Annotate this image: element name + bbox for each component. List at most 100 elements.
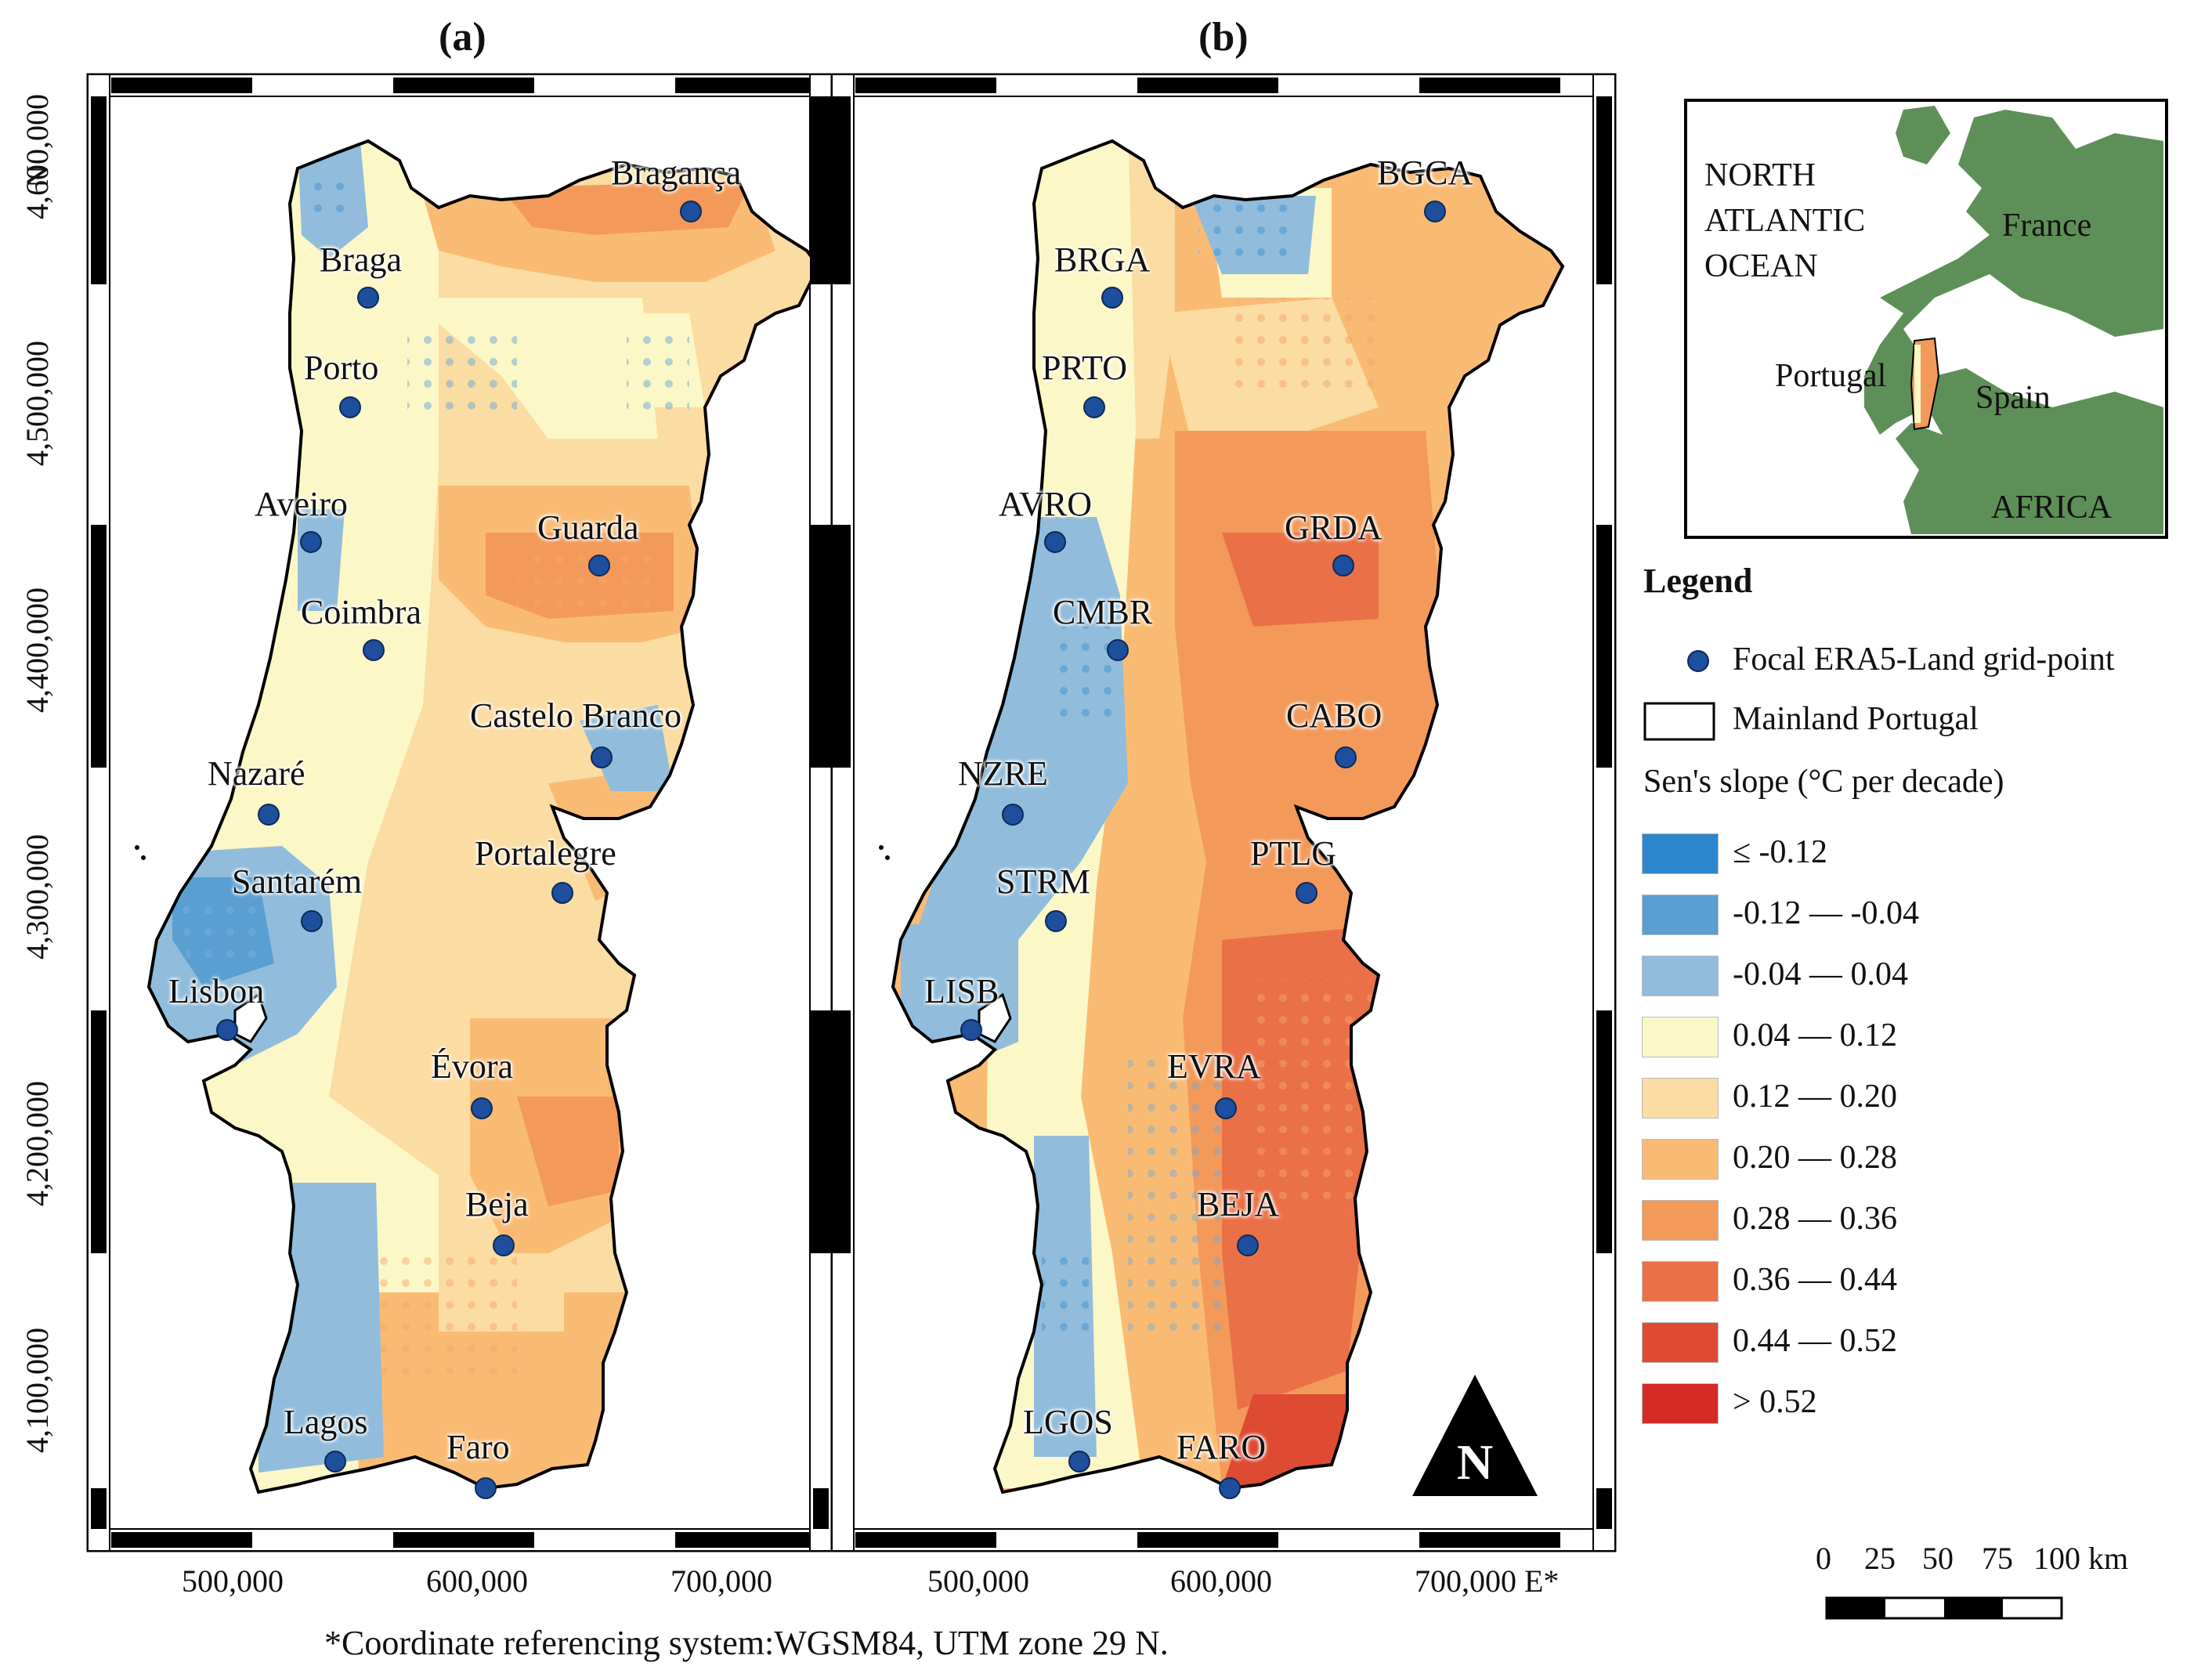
legend-swatch-class-1 — [1642, 833, 1719, 874]
city-label-bgca: BGCA — [1377, 154, 1473, 192]
y-tick-4500000: 4,500,000 — [20, 341, 55, 466]
focal-point-nzre — [1002, 804, 1024, 826]
focal-point-faro — [475, 1477, 497, 1499]
focal-point-braganca — [680, 201, 702, 222]
scalebar-label-50: 50 — [1922, 1541, 1954, 1576]
north-arrow-label: N — [1457, 1434, 1494, 1490]
x-tick-b-500000: 500,000 — [927, 1563, 1029, 1599]
focal-point-strm — [1045, 910, 1067, 932]
legend-swatch-class-5 — [1642, 1078, 1719, 1119]
legend-class-label-3: -0.04 — 0.04 — [1733, 956, 1908, 992]
focal-point-nazare — [258, 804, 280, 826]
legend-class-label-8: 0.36 — 0.44 — [1733, 1262, 1897, 1298]
north-arrow — [1412, 1375, 1538, 1496]
city-label-beja: Beja — [465, 1185, 529, 1223]
inset-ocean-line1: NORTH — [1704, 157, 1816, 193]
focal-point-faro-b — [1219, 1477, 1241, 1499]
focal-point-coimbra — [363, 639, 385, 661]
legend-scale-title: Sen's slope (°C per decade) — [1643, 764, 2004, 800]
city-label-brga: BRGA — [1054, 240, 1151, 279]
legend-swatch-class-2 — [1642, 895, 1719, 935]
focal-point-braga — [357, 287, 379, 309]
legend-point-label: Focal ERA5-Land grid-point — [1733, 642, 2115, 678]
city-label-nazare: Nazaré — [208, 754, 305, 793]
city-label-santarem: Santarém — [232, 862, 363, 901]
focal-point-evra — [1215, 1097, 1237, 1119]
y-tick-4200000: 4,200,000 — [20, 1081, 55, 1206]
legend-swatch-class-9 — [1642, 1322, 1719, 1363]
focal-point-beja-b — [1237, 1234, 1259, 1256]
legend-class-label-9: 0.44 — 0.52 — [1733, 1323, 1897, 1359]
city-label-lgos: LGOS — [1023, 1403, 1113, 1441]
city-label-nzre: NZRE — [958, 754, 1048, 793]
city-label-coimbra: Coimbra — [301, 593, 421, 631]
focal-point-bgca — [1424, 201, 1446, 222]
city-label-prto: PRTO — [1042, 349, 1128, 387]
inset-map — [1684, 99, 2168, 539]
scalebar-label-100: 100 km — [2033, 1541, 2129, 1576]
legend-swatch-class-6 — [1642, 1139, 1719, 1180]
legend-outline-label: Mainland Portugal — [1733, 701, 1979, 737]
focal-point-aveiro — [300, 531, 322, 553]
city-label-evora: Évora — [431, 1047, 514, 1086]
legend-class-label-10: > 0.52 — [1733, 1384, 1817, 1420]
panel-b-title: (b) — [1198, 15, 1249, 60]
legend-title: Legend — [1643, 562, 1753, 600]
legend-swatch-class-10 — [1642, 1383, 1719, 1424]
focal-point-cmbr — [1107, 639, 1129, 661]
city-label-aveiro: Aveiro — [255, 485, 348, 523]
city-label-grda: GRDA — [1285, 508, 1382, 547]
scalebar-label-25: 25 — [1864, 1541, 1896, 1576]
city-label-evra: EVRA — [1167, 1047, 1261, 1086]
city-label-lisbon: Lisbon — [168, 972, 265, 1010]
focal-point-avro — [1044, 531, 1066, 553]
crs-footnote: *Coordinate referencing system:WGSM84, U… — [324, 1624, 1169, 1662]
x-tick-a-500000: 500,000 — [182, 1563, 284, 1599]
legend-swatch-class-7 — [1642, 1200, 1719, 1241]
y-axis-north-label: N — [20, 165, 55, 188]
focal-point-santarem — [301, 910, 323, 932]
focal-point-evora — [471, 1097, 493, 1119]
city-label-faro-b: FARO — [1176, 1428, 1267, 1466]
focal-point-cabo — [1335, 746, 1357, 768]
city-label-castelo-branco: Castelo Branco — [470, 696, 682, 735]
scalebar-label-75: 75 — [1982, 1541, 2013, 1576]
x-tick-b-700000: 700,000 E* — [1415, 1563, 1560, 1599]
focal-point-castelo-branco — [591, 746, 613, 768]
city-label-portalegre: Portalegre — [475, 834, 616, 873]
city-label-avro: AVRO — [999, 485, 1093, 523]
city-label-braga: Braga — [320, 240, 403, 279]
x-tick-a-700000: 700,000 — [670, 1563, 772, 1599]
city-label-cmbr: CMBR — [1053, 593, 1153, 631]
focal-point-guarda — [588, 555, 610, 576]
inset-label-france: France — [2002, 208, 2092, 244]
focal-point-portalegre — [551, 882, 573, 904]
focal-point-lagos — [324, 1451, 346, 1473]
x-tick-b-600000: 600,000 — [1170, 1563, 1272, 1599]
scale-bar — [1825, 1596, 2063, 1620]
legend-class-label-6: 0.20 — 0.28 — [1733, 1140, 1897, 1176]
x-tick-a-600000: 600,000 — [426, 1563, 528, 1599]
legend-class-label-1: ≤ -0.12 — [1733, 834, 1828, 870]
city-label-faro: Faro — [446, 1428, 510, 1466]
legend-class-label-7: 0.28 — 0.36 — [1733, 1201, 1897, 1237]
city-label-guarda: Guarda — [537, 508, 639, 547]
focal-point-grda — [1332, 555, 1354, 576]
scalebar-label-0: 0 — [1816, 1541, 1831, 1576]
legend-point-symbol — [1687, 650, 1709, 672]
city-label-porto: Porto — [304, 349, 379, 387]
inset-label-spain: Spain — [1975, 380, 2051, 416]
focal-point-lisb — [960, 1019, 982, 1041]
legend-swatch-class-4 — [1642, 1017, 1719, 1057]
city-label-beja-b: BEJA — [1197, 1185, 1280, 1223]
y-tick-4300000: 4,300,000 — [20, 834, 55, 960]
legend-outline-symbol — [1643, 702, 1715, 741]
y-tick-4400000: 4,400,000 — [20, 587, 55, 713]
focal-point-porto — [339, 396, 361, 418]
legend-swatch-class-3 — [1642, 956, 1719, 996]
focal-point-prto — [1083, 396, 1105, 418]
focal-point-lisbon — [216, 1019, 238, 1041]
focal-point-brga — [1101, 287, 1123, 309]
y-tick-4600000: 4,600,000 — [20, 94, 55, 219]
y-tick-4100000: 4,100,000 — [20, 1328, 55, 1453]
